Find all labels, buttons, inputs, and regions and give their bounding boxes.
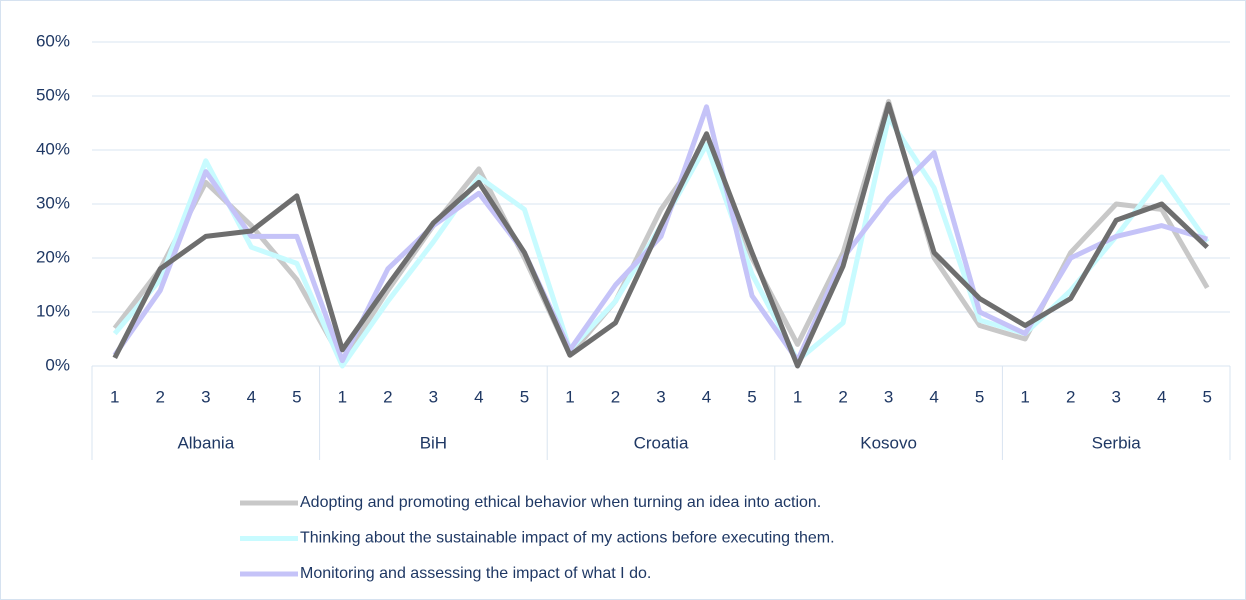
x-tick-label: 1 bbox=[110, 387, 119, 406]
x-tick-label: 4 bbox=[702, 387, 711, 406]
y-tick-label: 60% bbox=[36, 31, 70, 50]
x-tick-label: 1 bbox=[1020, 387, 1029, 406]
series-line bbox=[112, 98, 1210, 364]
x-tick-label: 5 bbox=[1203, 387, 1212, 406]
group-label: BiH bbox=[420, 433, 447, 452]
legend-label: Thinking about the sustainable impact of… bbox=[300, 530, 835, 547]
x-tick-label: 4 bbox=[929, 387, 938, 406]
x-tick-label: 2 bbox=[838, 387, 847, 406]
x-tick-label: 3 bbox=[1111, 387, 1120, 406]
x-tick-label: 4 bbox=[474, 387, 483, 406]
x-tick-label: 2 bbox=[383, 387, 392, 406]
x-tick-label: 4 bbox=[1157, 387, 1166, 406]
legend-label: Adopting and promoting ethical behavior … bbox=[300, 494, 821, 511]
y-tick-label: 10% bbox=[36, 301, 70, 320]
y-tick-label: 0% bbox=[45, 355, 70, 374]
x-tick-label: 4 bbox=[247, 387, 256, 406]
x-tick-label: 2 bbox=[611, 387, 620, 406]
x-tick-label: 1 bbox=[565, 387, 574, 406]
x-tick-label: 5 bbox=[292, 387, 301, 406]
series-line bbox=[112, 104, 1208, 364]
x-tick-label: 3 bbox=[201, 387, 210, 406]
x-tick-label: 1 bbox=[793, 387, 802, 406]
y-tick-label: 20% bbox=[36, 247, 70, 266]
legend: Adopting and promoting ethical behavior … bbox=[240, 494, 835, 582]
x-tick-label: 2 bbox=[156, 387, 165, 406]
x-tick-label: 3 bbox=[656, 387, 665, 406]
x-tick-label: 5 bbox=[747, 387, 756, 406]
legend-label: Monitoring and assessing the impact of w… bbox=[300, 565, 651, 582]
x-tick-label: 5 bbox=[520, 387, 529, 406]
series-line bbox=[112, 101, 1209, 369]
x-tick-label: 5 bbox=[975, 387, 984, 406]
x-tick-label: 3 bbox=[429, 387, 438, 406]
group-label: Kosovo bbox=[860, 433, 917, 452]
y-tick-label: 30% bbox=[36, 193, 70, 212]
y-tick-label: 40% bbox=[36, 139, 70, 158]
x-tick-label: 1 bbox=[338, 387, 347, 406]
group-label: Croatia bbox=[634, 433, 689, 452]
group-label: Serbia bbox=[1092, 433, 1142, 452]
x-tick-label: 3 bbox=[884, 387, 893, 406]
x-tick-label: 2 bbox=[1066, 387, 1075, 406]
y-tick-label: 50% bbox=[36, 85, 70, 104]
group-label: Albania bbox=[177, 433, 234, 452]
